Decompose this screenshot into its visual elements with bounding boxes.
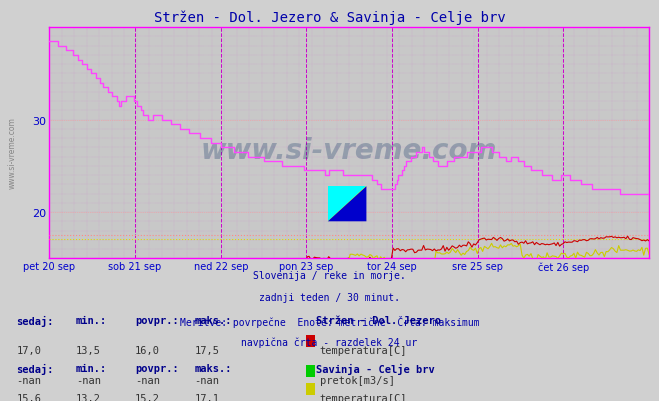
Text: Savinja - Celje brv: Savinja - Celje brv bbox=[316, 363, 435, 374]
Polygon shape bbox=[328, 187, 366, 222]
Text: navpična črta - razdelek 24 ur: navpična črta - razdelek 24 ur bbox=[241, 337, 418, 347]
Text: Stržen - Dol. Jezero & Savinja - Celje brv: Stržen - Dol. Jezero & Savinja - Celje b… bbox=[154, 10, 505, 24]
Text: Slovenija / reke in morje.: Slovenija / reke in morje. bbox=[253, 271, 406, 281]
Text: 13,2: 13,2 bbox=[76, 393, 101, 401]
Text: 17,5: 17,5 bbox=[194, 345, 219, 355]
Text: Meritve: povrpečne  Enote: metrične  Črta: maksimum: Meritve: povrpečne Enote: metrične Črta:… bbox=[180, 315, 479, 327]
Text: -nan: -nan bbox=[76, 375, 101, 385]
Text: sedaj:: sedaj: bbox=[16, 315, 54, 326]
Text: 17,1: 17,1 bbox=[194, 393, 219, 401]
Text: zadnji teden / 30 minut.: zadnji teden / 30 minut. bbox=[259, 293, 400, 303]
Text: 13,5: 13,5 bbox=[76, 345, 101, 355]
Text: -nan: -nan bbox=[194, 375, 219, 385]
Text: povpr.:: povpr.: bbox=[135, 315, 179, 325]
Text: pretok[m3/s]: pretok[m3/s] bbox=[320, 375, 395, 385]
Bar bbox=[328, 187, 366, 222]
Polygon shape bbox=[328, 187, 366, 222]
Text: 17,0: 17,0 bbox=[16, 345, 42, 355]
Text: 15,6: 15,6 bbox=[16, 393, 42, 401]
Text: -nan: -nan bbox=[135, 375, 160, 385]
Text: Stržen - Dol. Jezero: Stržen - Dol. Jezero bbox=[316, 315, 442, 325]
Text: -nan: -nan bbox=[16, 375, 42, 385]
Text: www.si-vreme.com: www.si-vreme.com bbox=[8, 117, 17, 188]
Text: 16,0: 16,0 bbox=[135, 345, 160, 355]
Text: maks.:: maks.: bbox=[194, 315, 232, 325]
Text: povpr.:: povpr.: bbox=[135, 363, 179, 373]
Text: min.:: min.: bbox=[76, 315, 107, 325]
Text: temperatura[C]: temperatura[C] bbox=[320, 345, 407, 355]
Text: temperatura[C]: temperatura[C] bbox=[320, 393, 407, 401]
Text: 15,2: 15,2 bbox=[135, 393, 160, 401]
Text: sedaj:: sedaj: bbox=[16, 363, 54, 374]
Text: maks.:: maks.: bbox=[194, 363, 232, 373]
Text: min.:: min.: bbox=[76, 363, 107, 373]
Text: www.si-vreme.com: www.si-vreme.com bbox=[201, 136, 498, 164]
